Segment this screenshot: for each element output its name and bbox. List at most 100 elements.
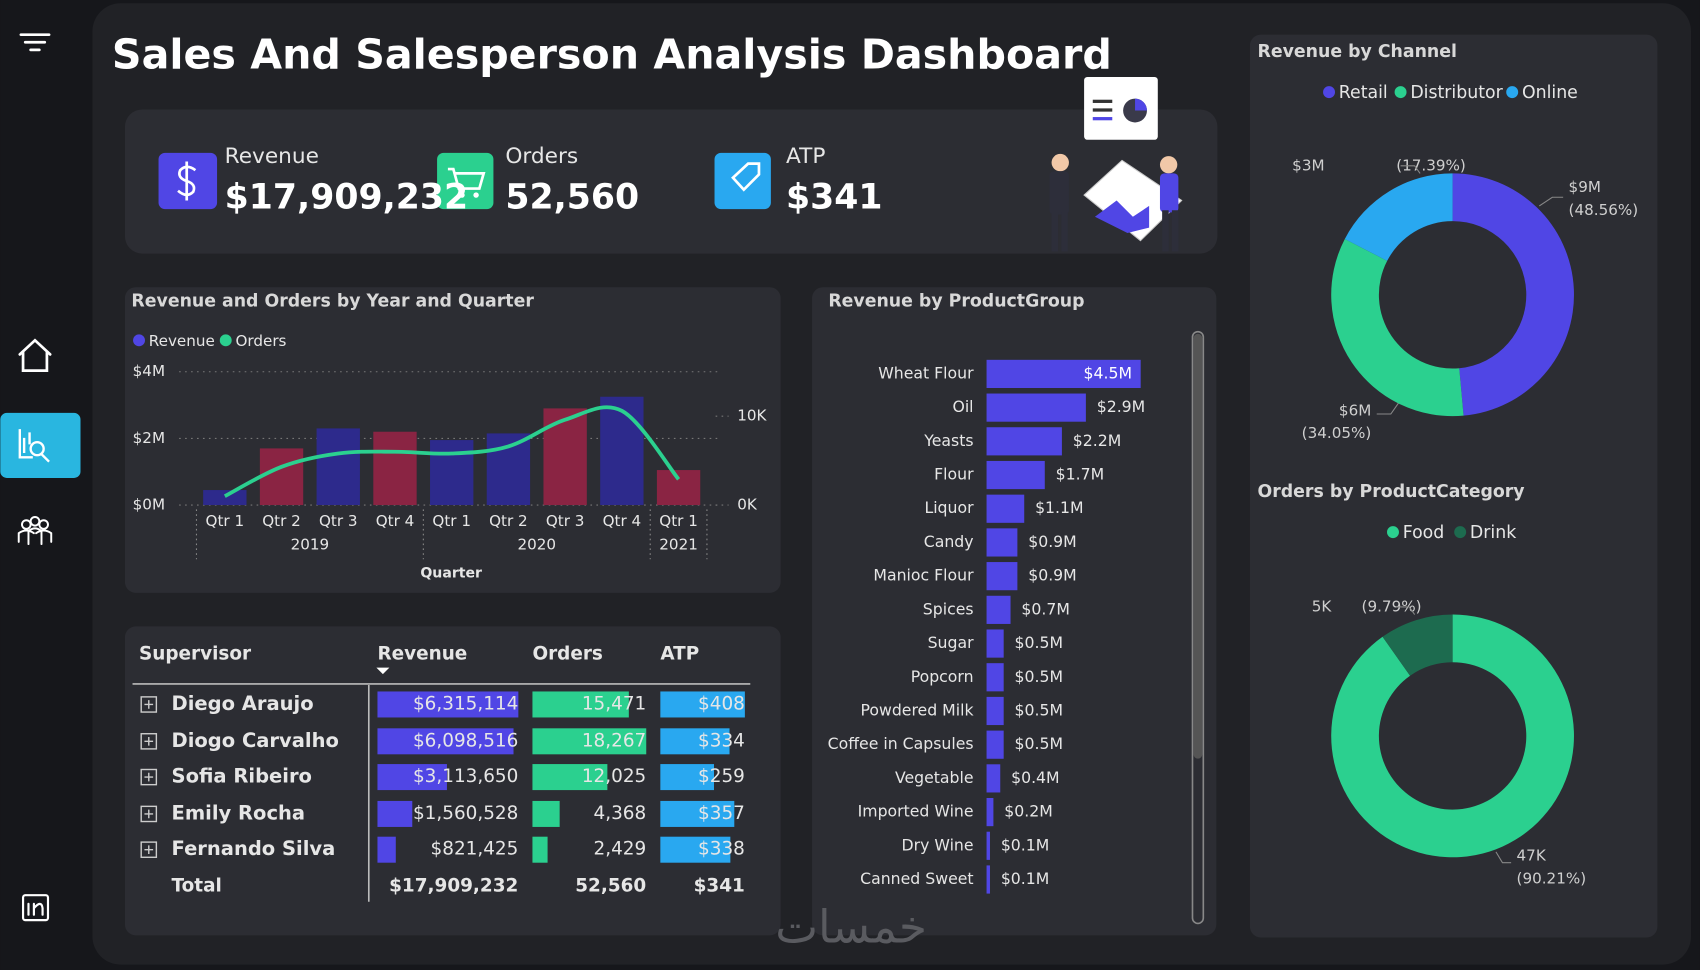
legend-marker bbox=[1323, 86, 1335, 99]
illustration bbox=[1049, 76, 1183, 252]
x-tick-label: Qtr 1 bbox=[432, 512, 471, 530]
x-tick-label: Qtr 4 bbox=[603, 512, 642, 530]
y-tick-label: $4M bbox=[133, 362, 165, 380]
product-bar bbox=[986, 528, 1018, 557]
atp-icon bbox=[714, 152, 771, 210]
kpi-card bbox=[124, 109, 1218, 254]
value-label: (90.21%) bbox=[1517, 869, 1587, 887]
combo-card bbox=[124, 287, 781, 593]
product-bar bbox=[986, 595, 1011, 624]
dollar-glyph bbox=[177, 161, 197, 201]
active-nav-tile[interactable] bbox=[0, 412, 81, 478]
revenue-bar bbox=[656, 470, 701, 506]
chart-title: Revenue by Channel bbox=[1258, 42, 1457, 62]
category-label: Canned Sweet bbox=[860, 869, 973, 888]
leader-line bbox=[1396, 606, 1416, 615]
supervisor-name: Sofia Ribeiro bbox=[172, 765, 312, 788]
x-group-label: 2021 bbox=[659, 536, 698, 554]
revenue-bar bbox=[259, 448, 304, 506]
cell-value: $259 bbox=[698, 766, 745, 787]
data-bar bbox=[532, 764, 608, 791]
expand-icon[interactable] bbox=[140, 733, 158, 750]
cell-value: $6,315,114 bbox=[413, 693, 518, 714]
data-bar bbox=[377, 836, 396, 863]
leader-line bbox=[1538, 196, 1564, 207]
dashboard-title: Sales And Salesperson Analysis Dashboard bbox=[112, 30, 1112, 78]
data-bar bbox=[377, 728, 514, 755]
expand-icon[interactable] bbox=[140, 805, 158, 823]
value-label: $2.9M bbox=[1097, 397, 1146, 416]
leader-line bbox=[1400, 165, 1421, 174]
scrollbar-track[interactable] bbox=[1191, 330, 1205, 925]
cell-value: 2,429 bbox=[594, 839, 647, 860]
product-bar bbox=[986, 865, 990, 894]
value-label: $0.5M bbox=[1015, 734, 1064, 753]
amount-label: 47K bbox=[1517, 847, 1547, 865]
data-bar bbox=[660, 728, 730, 755]
revenue-bar bbox=[430, 440, 474, 506]
revenue-bar bbox=[543, 408, 587, 506]
legend-marker bbox=[1506, 86, 1519, 99]
tag-glyph bbox=[731, 162, 761, 192]
product-bar bbox=[986, 663, 1004, 692]
chart-title: Revenue by ProductGroup bbox=[828, 291, 1084, 311]
value-label: (17.39%) bbox=[1396, 156, 1466, 174]
revenue-bar bbox=[373, 431, 417, 506]
legend-label: Orders bbox=[235, 332, 286, 350]
cell-value: $1,560,528 bbox=[413, 803, 518, 824]
sort-indicator bbox=[376, 667, 390, 675]
filter-icon[interactable] bbox=[19, 33, 51, 52]
donut-slice bbox=[1331, 238, 1464, 417]
data-bar bbox=[377, 764, 447, 791]
category-label: Vegetable bbox=[895, 768, 974, 787]
donut-slice bbox=[1382, 614, 1453, 676]
value-label: $1.1M bbox=[1035, 498, 1084, 517]
column-header: Revenue bbox=[377, 644, 467, 665]
product-bar bbox=[986, 427, 1062, 456]
legend-marker bbox=[133, 334, 145, 347]
leader-line bbox=[1376, 402, 1399, 415]
category-label: Flour bbox=[934, 465, 974, 484]
value-label: (34.05%) bbox=[1302, 424, 1372, 442]
value-label: $0.5M bbox=[1015, 667, 1064, 686]
expand-plus bbox=[144, 845, 154, 855]
cell-value: $338 bbox=[698, 839, 745, 860]
people-icon[interactable] bbox=[17, 515, 53, 546]
chart-title: Orders by ProductCategory bbox=[1258, 482, 1525, 502]
category-label: Sugar bbox=[928, 633, 975, 652]
cart-wheel bbox=[459, 192, 465, 198]
value-label: $0.5M bbox=[1015, 700, 1064, 719]
cell-value: $357 bbox=[698, 803, 745, 824]
expand-plus bbox=[144, 700, 154, 709]
total-value: 52,560 bbox=[575, 876, 646, 897]
legend-label: Retail bbox=[1339, 83, 1388, 103]
scrollbar-thumb[interactable] bbox=[1193, 333, 1203, 759]
data-bar bbox=[532, 691, 629, 718]
expand-icon[interactable] bbox=[140, 768, 158, 786]
kpi-value: $341 bbox=[786, 177, 883, 217]
cell-value: 15,471 bbox=[582, 693, 646, 714]
expand-icon[interactable] bbox=[140, 841, 158, 858]
value-label: (9.79%) bbox=[1362, 597, 1422, 615]
supervisor-name: Diego Araujo bbox=[172, 692, 314, 715]
cell-value: $6,098,516 bbox=[413, 730, 518, 751]
revenue-bar bbox=[486, 433, 531, 506]
cell-value: $408 bbox=[698, 693, 745, 714]
home-icon[interactable] bbox=[18, 338, 52, 373]
product-bar bbox=[986, 764, 1001, 793]
data-bar bbox=[377, 800, 413, 827]
revenue-bar bbox=[316, 428, 360, 506]
product-bar bbox=[986, 696, 1004, 726]
legend-marker bbox=[219, 334, 232, 347]
data-bar bbox=[532, 800, 560, 827]
product-card bbox=[812, 287, 1217, 936]
expand-plus bbox=[144, 772, 154, 782]
product-bar bbox=[986, 629, 1004, 658]
linkedin-icon[interactable] bbox=[21, 894, 50, 922]
expand-icon[interactable] bbox=[140, 696, 158, 713]
chart-title: Revenue and Orders by Year and Quarter bbox=[131, 291, 534, 311]
category-label: Manioc Flour bbox=[873, 566, 974, 585]
x-tick-label: Qtr 4 bbox=[376, 512, 415, 530]
column-header: ATP bbox=[660, 644, 699, 665]
